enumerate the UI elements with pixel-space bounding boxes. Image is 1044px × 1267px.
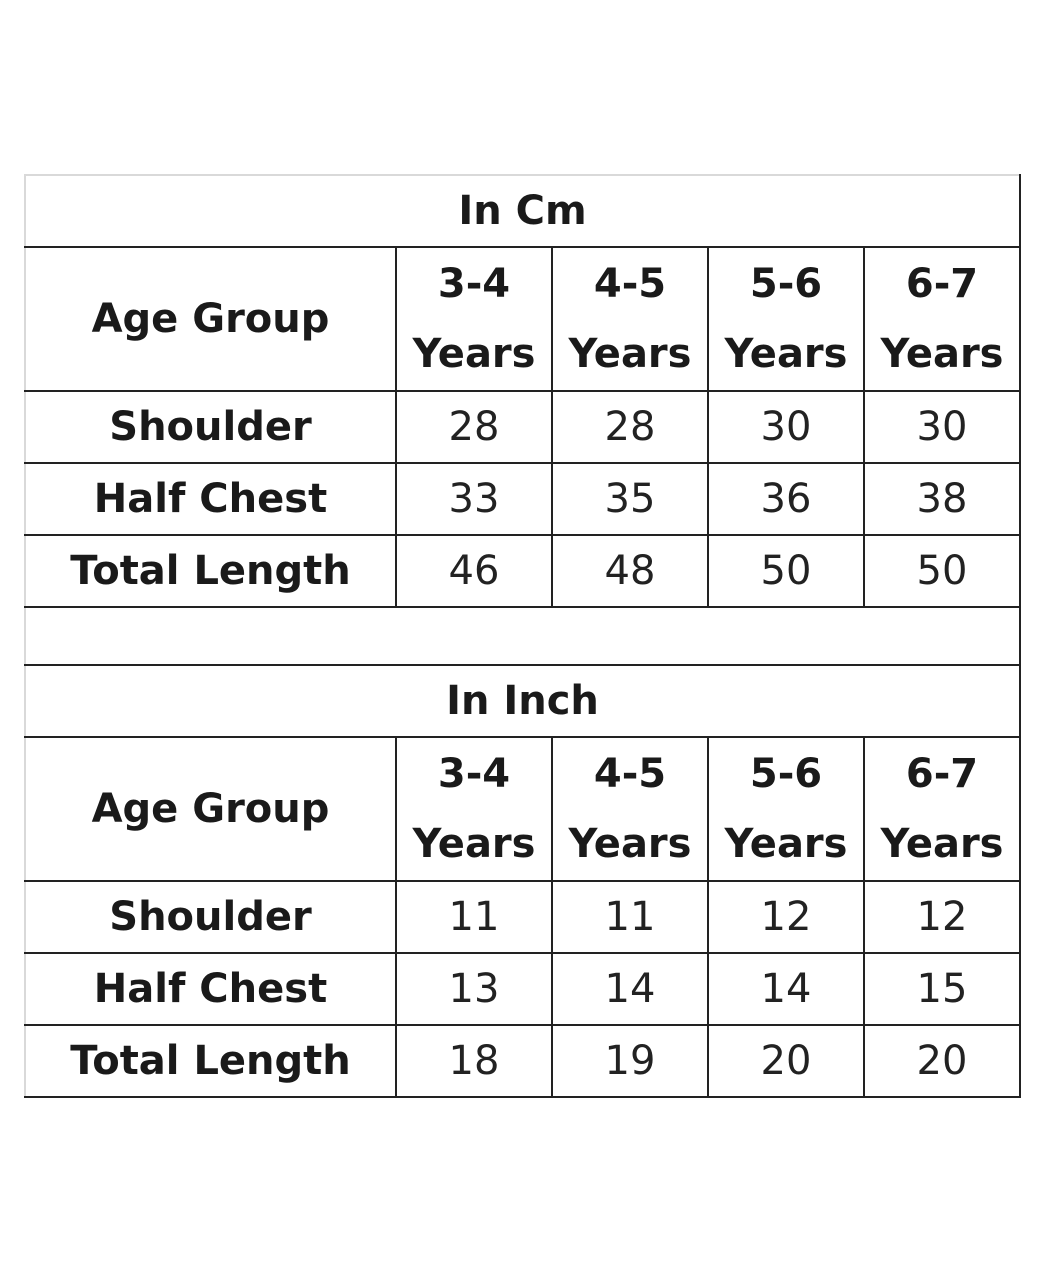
row-label: Shoulder xyxy=(24,880,397,954)
inch-section-title: In Inch xyxy=(23,664,1022,738)
cm-age-group-label: Age Group xyxy=(24,246,397,392)
cell-value: 46 xyxy=(395,534,553,608)
row-label: Half Chest xyxy=(24,462,397,536)
cm-age-header: 4-5 Years xyxy=(551,246,709,392)
cell-value: 20 xyxy=(862,1024,1022,1098)
cell-value: 48 xyxy=(551,534,709,608)
cell-value: 14 xyxy=(551,952,709,1026)
inch-row-half-chest: Half Chest 13 14 14 15 xyxy=(24,952,1022,1026)
inch-age-header: 6-7 Years xyxy=(862,736,1022,882)
inch-header-row: Age Group 3-4 Years 4-5 Years 5-6 Years 6-7… xyxy=(24,736,1022,882)
inch-age-header: 3-4 Years xyxy=(395,736,553,882)
cell-value: 12 xyxy=(862,880,1022,954)
cell-value: 30 xyxy=(862,390,1022,464)
cell-value: 33 xyxy=(395,462,553,536)
cm-title-row: In Cm xyxy=(23,174,1022,248)
cell-value: 36 xyxy=(707,462,865,536)
cm-age-header: 5-6 Years xyxy=(707,246,865,392)
inch-row-total-length: Total Length 18 19 20 20 xyxy=(24,1024,1022,1098)
cm-row-shoulder: Shoulder 28 28 30 30 xyxy=(24,390,1022,464)
cell-value: 50 xyxy=(707,534,865,608)
cell-value: 18 xyxy=(395,1024,553,1098)
cell-value: 14 xyxy=(707,952,865,1026)
row-label: Half Chest xyxy=(24,952,397,1026)
section-divider xyxy=(23,606,1022,666)
empty-spacer-cell xyxy=(23,606,1022,666)
row-label: Total Length xyxy=(24,534,397,608)
cm-header-row: Age Group 3-4 Years 4-5 Years 5-6 Years 6-7… xyxy=(24,246,1022,392)
row-label: Total Length xyxy=(24,1024,397,1098)
size-chart-table: In Cm Age Group 3-4 Years 4-5 Years 5-6 Yea… xyxy=(23,174,1022,1098)
cm-row-half-chest: Half Chest 33 35 36 38 xyxy=(24,462,1022,536)
cell-value: 13 xyxy=(395,952,553,1026)
cell-value: 11 xyxy=(551,880,709,954)
cell-value: 19 xyxy=(551,1024,709,1098)
inch-age-group-label: Age Group xyxy=(24,736,397,882)
cell-value: 28 xyxy=(551,390,709,464)
cell-value: 50 xyxy=(862,534,1022,608)
inch-title-row: In Inch xyxy=(23,664,1022,738)
cm-age-header: 3-4 Years xyxy=(395,246,553,392)
cell-value: 35 xyxy=(551,462,709,536)
cell-value: 38 xyxy=(862,462,1022,536)
cell-value: 30 xyxy=(707,390,865,464)
cell-value: 28 xyxy=(395,390,553,464)
cell-value: 20 xyxy=(707,1024,865,1098)
cm-row-total-length: Total Length 46 48 50 50 xyxy=(24,534,1022,608)
cell-value: 15 xyxy=(862,952,1022,1026)
cm-age-header: 6-7 Years xyxy=(862,246,1022,392)
cell-value: 11 xyxy=(395,880,553,954)
row-label: Shoulder xyxy=(24,390,397,464)
cell-value: 12 xyxy=(707,880,865,954)
inch-age-header: 4-5 Years xyxy=(551,736,709,882)
inch-age-header: 5-6 Years xyxy=(707,736,865,882)
cm-section-title: In Cm xyxy=(23,174,1022,248)
inch-row-shoulder: Shoulder 11 11 12 12 xyxy=(24,880,1022,954)
